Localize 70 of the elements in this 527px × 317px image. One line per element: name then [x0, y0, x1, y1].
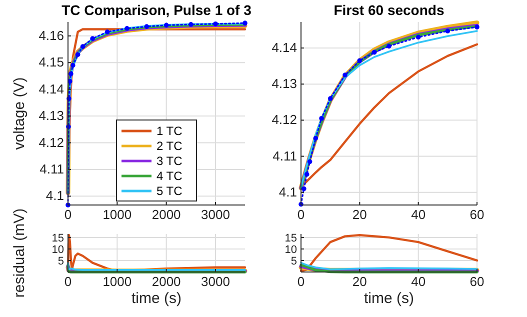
x-tick-label: 60 [470, 274, 484, 289]
y-tick-label: 4.12 [272, 112, 297, 128]
y-tick-label: 4.1 [278, 184, 297, 200]
point [313, 136, 318, 141]
y-tick-label: 15 [52, 232, 64, 244]
point [328, 96, 333, 101]
point [357, 58, 362, 64]
y-tick-label: 10 [52, 244, 64, 256]
y-tick-label: 4.14 [272, 40, 297, 55]
chart-title: TC Comparison, Pulse 1 of 3 [62, 2, 252, 18]
x-axis-title: time (s) [132, 290, 182, 307]
point [164, 22, 169, 28]
x-tick-label: 0 [297, 274, 305, 289]
legend-label: 1 TC [156, 124, 183, 138]
point [75, 52, 80, 57]
point [242, 20, 248, 26]
point [372, 50, 377, 55]
point [445, 28, 450, 34]
x-tick-label: 2000 [152, 274, 181, 289]
x-tick-label: 40 [411, 274, 426, 289]
chart-title: First 60 seconds [334, 2, 444, 18]
point [68, 71, 74, 76]
point [386, 44, 392, 49]
x-tick-label: 20 [352, 274, 367, 289]
y-tick-label: 4.11 [272, 148, 297, 164]
legend-label: 2 TC [156, 139, 183, 153]
x-tick-label: 60 [470, 207, 484, 222]
y-tick-label: 15 [284, 232, 297, 244]
y-tick-label: 10 [284, 244, 297, 256]
legend-label: 5 TC [156, 184, 183, 198]
point [124, 26, 130, 31]
point [213, 21, 218, 26]
x-tick-label: 3000 [201, 207, 230, 222]
y-tick-label: 4.15 [38, 54, 64, 70]
x-tick-label: 0 [64, 207, 72, 222]
legend-label: 4 TC [156, 169, 183, 183]
x-tick-label: 3000 [201, 274, 230, 289]
y-tick-label: 4.1 [46, 188, 64, 204]
y-tick-label: 4.12 [38, 134, 64, 150]
x-axis-title: time (s) [364, 290, 414, 307]
x-tick-label: 0 [64, 274, 72, 289]
y-tick-label: 5 [58, 255, 64, 268]
point [70, 62, 76, 68]
y-axis-title: voltage (V) [11, 77, 28, 150]
point [307, 159, 312, 164]
point [319, 116, 324, 121]
point [104, 29, 110, 34]
point [416, 34, 421, 40]
x-tick-label: 0 [297, 207, 305, 222]
point [90, 36, 95, 41]
y-tick-label: 4.13 [272, 76, 297, 92]
legend-label: 3 TC [156, 154, 183, 168]
x-tick-label: 1000 [102, 274, 132, 289]
point [474, 24, 480, 30]
point [80, 44, 86, 49]
y-tick-label: 4.16 [38, 28, 64, 43]
point [302, 186, 306, 192]
point [188, 22, 194, 27]
x-tick-label: 20 [352, 207, 367, 222]
point [144, 24, 150, 29]
x-tick-label: 2000 [152, 207, 181, 222]
point [342, 72, 348, 78]
point [304, 172, 310, 177]
y-tick-label: 4.11 [40, 161, 64, 176]
y-axis-title: residual (mV) [11, 208, 28, 298]
y-tick-label: 5 [290, 255, 297, 268]
y-tick-label: 4.14 [38, 81, 64, 96]
x-tick-label: 1000 [102, 207, 132, 222]
y-tick-label: 4.13 [38, 108, 64, 124]
x-tick-label: 40 [411, 207, 426, 222]
